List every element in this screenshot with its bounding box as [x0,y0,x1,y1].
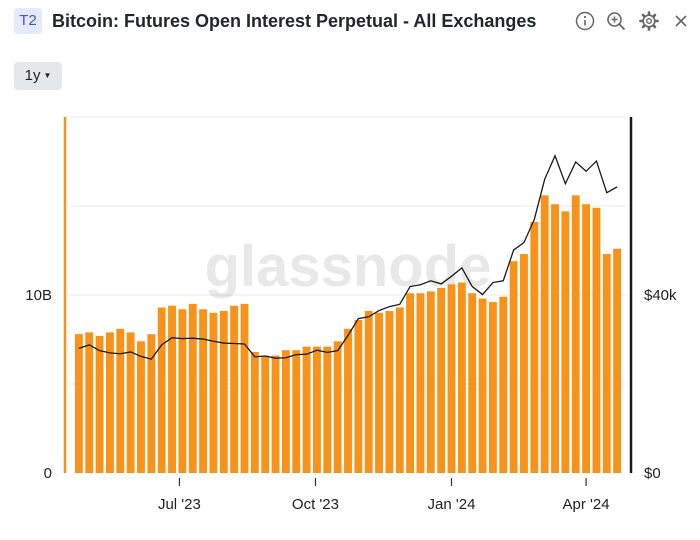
x-tick-label: Jan '24 [428,496,476,513]
oi-bar [551,204,559,473]
y-right-tick-label: $0 [644,465,661,482]
y-right-tick-label: $40k [644,287,677,304]
oi-bar [540,195,549,473]
chart-header: T2 Bitcoin: Futures Open Interest Perpet… [0,0,700,44]
oi-bar [344,328,352,473]
oi-bar [168,305,176,473]
zoom-in-icon[interactable] [605,10,627,32]
resolution-label: 1y [24,67,41,84]
oi-bar [582,204,591,473]
y-left-tick-label: 0 [44,465,52,482]
oi-bar [499,296,508,473]
oi-bar [488,302,497,473]
oi-bar [271,355,280,473]
oi-bar [561,211,570,473]
oi-bar [188,303,197,473]
chart-title: Bitcoin: Futures Open Interest Perpetual… [52,11,537,31]
oi-bar [457,282,466,473]
price-line [78,153,618,360]
oi-bar [426,291,435,473]
oi-bar [261,355,270,473]
oi-bar [333,341,342,473]
oi-bar [375,312,383,473]
x-tick-label: Apr '24 [563,496,610,513]
oi-bar [437,287,446,473]
oi-bar [468,293,477,473]
x-tick-label: Oct '23 [292,496,339,513]
oi-bar [137,341,145,473]
x-axis-labels: Jul '23 Oct '23 Jan '24 Apr '24 [158,478,610,513]
oi-bar [395,307,404,473]
gear-icon[interactable] [638,10,660,32]
oi-bar [116,328,125,473]
oi-bar [250,351,259,473]
oi-bar [406,293,415,473]
oi-bar [178,309,187,473]
oi-bar [354,319,363,473]
oi-bar [447,284,456,473]
oi-bar [302,346,311,473]
oi-bar [478,298,487,473]
resolution-dropdown[interactable]: 1y ▼ [14,62,62,90]
oi-bar [105,332,114,473]
oi-bar [364,311,373,473]
oi-bar [313,346,321,473]
oi-bar [385,311,394,473]
x-tick-label: Jul '23 [158,496,201,513]
oi-bar [85,332,94,473]
y-left-tick-label: 10B [25,287,52,304]
left-axis-labels: 0 10B [25,287,52,482]
oi-bar [292,350,301,473]
oi-bar [230,305,239,473]
info-icon[interactable] [574,10,596,32]
oi-bar [520,254,528,473]
oi-bar [147,334,156,473]
oi-bar [209,312,218,473]
oi-bar [157,307,166,473]
oi-bar [74,334,83,473]
oi-bar [199,309,208,473]
oi-bar [219,311,228,473]
oi-bar [571,195,580,473]
open-interest-bars [74,195,622,473]
oi-bar [281,350,290,473]
oi-bar [602,254,611,473]
caret-down-icon: ▼ [43,71,52,80]
tier-badge: T2 [14,8,42,34]
oi-bar [126,332,135,473]
oi-bar [416,293,425,473]
oi-bar [592,207,601,473]
oi-bar [240,303,249,473]
oi-bar [509,261,518,473]
oi-bar [530,222,539,473]
right-axis-labels: $0 $40k [644,287,677,482]
oi-bar [323,346,332,473]
oi-bar [613,248,622,473]
oi-bar [95,335,104,473]
close-icon[interactable] [670,10,692,32]
